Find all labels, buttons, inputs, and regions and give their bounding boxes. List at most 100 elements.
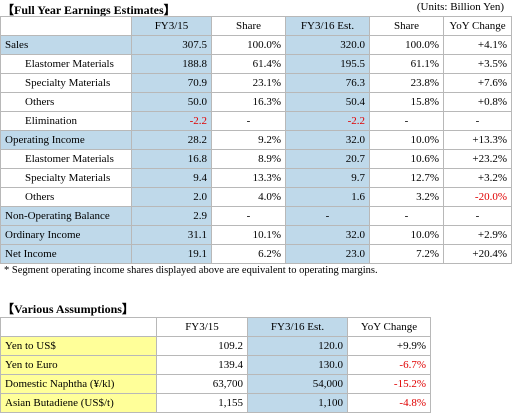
cell-share16: 23.8% [369, 73, 444, 93]
header-blank-cell [0, 317, 157, 337]
cell-fy15: 307.5 [131, 35, 212, 55]
cell-fy16: 195.5 [285, 54, 370, 74]
row-label: Specialty Materials [0, 73, 132, 93]
cell-yoy: +3.2% [443, 168, 512, 188]
table-row: Yen to Euro 139.4 130.0 -6.7% [0, 355, 431, 375]
header-blank-cell [0, 16, 132, 36]
cell-share15: - [211, 111, 286, 131]
row-label: Domestic Naphtha (¥/kl) [0, 374, 157, 394]
cell-yoy: +3.5% [443, 54, 512, 74]
cell-yoy: +2.9% [443, 225, 512, 245]
cell-fy16: 32.0 [285, 130, 370, 150]
row-label: Others [0, 92, 132, 112]
column-header: FY3/16 Est. [247, 317, 348, 337]
cell-yoy: +7.6% [443, 73, 512, 93]
column-header: FY3/15 [131, 16, 212, 36]
row-label: Yen to US$ [0, 336, 157, 356]
cell-fy16: 76.3 [285, 73, 370, 93]
table-row: Non-Operating Balance 2.9- - - - [0, 206, 512, 226]
earnings-table: FY3/15 Share FY3/16 Est. Share YoY Change Sal… [0, 16, 512, 264]
row-label: Yen to Euro [0, 355, 157, 375]
cell-share15: 16.3% [211, 92, 286, 112]
cell-share16: 10.0% [369, 225, 444, 245]
cell-share15: 6.2% [211, 244, 286, 264]
cell-fy16: 23.0 [285, 244, 370, 264]
cell-yoy: -4.8% [347, 393, 431, 413]
row-label: Net Income [0, 244, 132, 264]
assumptions-header-row: FY3/15 FY3/16 Est. YoY Change [0, 317, 431, 337]
assumptions-title: 【Various Assumptions】 [2, 302, 134, 316]
table-row: Specialty Materials 9.4 13.3% 9.7 12.7% +3.2% [0, 168, 512, 188]
cell-fy16: 1.6 [285, 187, 370, 207]
cell-fy16: 54,000 [247, 374, 348, 394]
cell-fy15: 16.8 [131, 149, 212, 169]
cell-fy15: 31.1 [131, 225, 212, 245]
cell-fy15: 139.4 [156, 355, 248, 375]
column-header: YoY Change [443, 16, 512, 36]
cell-fy16: - [285, 206, 370, 226]
cell-yoy: +4.1% [443, 35, 512, 55]
cell-share15: 61.4% [211, 54, 286, 74]
cell-fy15: 1,155 [156, 393, 248, 413]
cell-fy16: 130.0 [247, 355, 348, 375]
table-row: Ordinary Income 31.1 10.1% 32.0 10.0% +2.9% [0, 225, 512, 245]
table-row: Net Income 19.1 6.2% 23.0 7.2% +20.4% [0, 244, 512, 264]
column-header: Share [211, 16, 286, 36]
cell-fy15: -2.2 [131, 111, 212, 131]
cell-fy16: 120.0 [247, 336, 348, 356]
cell-share15: 8.9% [211, 149, 286, 169]
earnings-header-row: FY3/15 Share FY3/16 Est. Share YoY Change [0, 16, 512, 36]
cell-fy15: 50.0 [131, 92, 212, 112]
row-label: Non-Operating Balance [0, 206, 132, 226]
cell-share16: - [369, 111, 444, 131]
column-header: Share [369, 16, 444, 36]
cell-share15: 10.1% [211, 225, 286, 245]
cell-yoy: - [443, 206, 512, 226]
table-row: Yen to US$ 109.2 120.0 +9.9% [0, 336, 431, 356]
cell-fy16: 320.0 [285, 35, 370, 55]
row-label: Ordinary Income [0, 225, 132, 245]
table-row: Others 2.0 4.0% 1.6 3.2% -20.0% [0, 187, 512, 207]
cell-share15: 100.0% [211, 35, 286, 55]
cell-yoy: -20.0% [443, 187, 512, 207]
cell-fy16: 1,100 [247, 393, 348, 413]
cell-share15: 4.0% [211, 187, 286, 207]
table-row: Specialty Materials 70.9 23.1% 76.3 23.8% +7.… [0, 73, 512, 93]
cell-fy15: 2.9 [131, 206, 212, 226]
cell-fy16: 20.7 [285, 149, 370, 169]
row-label: Elastomer Materials [0, 149, 132, 169]
cell-fy15: 188.8 [131, 54, 212, 74]
footnote: * Segment operating income shares displa… [4, 265, 378, 276]
cell-share16: 7.2% [369, 244, 444, 264]
table-row: Asian Butadiene (US$/t) 1,155 1,100 -4.8% [0, 393, 431, 413]
cell-fy16: -2.2 [285, 111, 370, 131]
cell-yoy: +20.4% [443, 244, 512, 264]
cell-fy15: 28.2 [131, 130, 212, 150]
row-label: Others [0, 187, 132, 207]
table-row: Operating Income 28.2 9.2% 32.0 10.0% +13.3% [0, 130, 512, 150]
cell-fy15: 19.1 [131, 244, 212, 264]
cell-fy15: 63,700 [156, 374, 248, 394]
row-label: Elimination [0, 111, 132, 131]
cell-share16: 12.7% [369, 168, 444, 188]
cell-yoy: - [443, 111, 512, 131]
cell-yoy: +9.9% [347, 336, 431, 356]
cell-fy16: 9.7 [285, 168, 370, 188]
cell-share15: 23.1% [211, 73, 286, 93]
cell-share16: 15.8% [369, 92, 444, 112]
cell-share16: 10.6% [369, 149, 444, 169]
table-row: Elimination -2.2- -2.2- - [0, 111, 512, 131]
table-row: Elastomer Materials 188.8 61.4% 195.5 61.1% +… [0, 54, 512, 74]
column-header: YoY Change [347, 317, 431, 337]
assumptions-table: FY3/15 FY3/16 Est. YoY Change Yen to US$ 109… [0, 317, 431, 413]
cell-share16: 61.1% [369, 54, 444, 74]
row-label: Elastomer Materials [0, 54, 132, 74]
earnings-title: 【Full Year Earnings Estimates】 [2, 3, 176, 17]
units-label: (Units: Billion Yen) [416, 1, 504, 13]
cell-share15: 13.3% [211, 168, 286, 188]
table-row: Others 50.0 16.3% 50.4 15.8% +0.8% [0, 92, 512, 112]
cell-share16: - [369, 206, 444, 226]
cell-fy15: 70.9 [131, 73, 212, 93]
cell-yoy: -15.2% [347, 374, 431, 394]
cell-yoy: -6.7% [347, 355, 431, 375]
